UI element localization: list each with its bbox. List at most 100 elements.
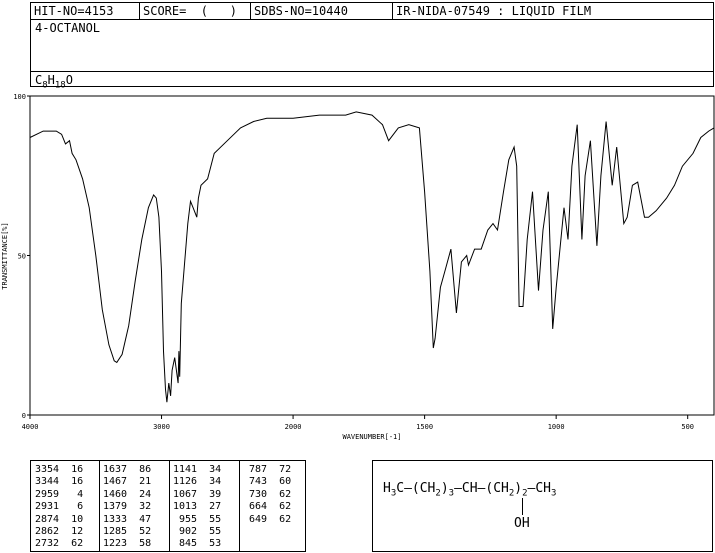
peak-transmittance: 62 <box>267 488 292 500</box>
peak-transmittance: 72 <box>267 464 292 475</box>
peak-row: 2931 6 <box>35 501 83 513</box>
compound-name: 4-OCTANOL <box>35 21 101 35</box>
peak-wavenumber: 1379 <box>103 501 128 513</box>
peak-wavenumber: 787 <box>243 464 268 475</box>
x-tick-label: 1500 <box>416 423 433 431</box>
column-divider <box>99 461 100 551</box>
peak-wavenumber: 1223 <box>103 538 128 550</box>
column-divider <box>239 461 240 551</box>
header-row: HIT-NO=4153 SCORE= ( ) SDBS-NO=10440 IR-… <box>31 3 713 20</box>
peak-transmittance: 34 <box>197 476 222 488</box>
spectrum-line <box>29 111 715 403</box>
peak-transmittance: 32 <box>127 501 152 513</box>
x-tick-label: 1000 <box>548 423 565 431</box>
peak-wavenumber: 1285 <box>103 525 128 537</box>
peak-row: 1223 58 <box>103 538 151 550</box>
peak-wavenumber: 1333 <box>103 513 128 525</box>
peak-row: 2862 12 <box>35 526 83 538</box>
peak-column: 3354 16 3344 16 2959 4 2931 6 2874 10 2862 12… <box>35 464 83 551</box>
peak-wavenumber: 1126 <box>173 476 198 488</box>
peak-table: 3354 16 3344 16 2959 4 2931 6 2874 10 2862 12… <box>30 460 306 552</box>
peak-row: 743 60 <box>243 476 291 488</box>
ir-info: IR-NIDA-07549 : LIQUID FILM <box>396 4 592 18</box>
x-tick-label: 4000 <box>22 423 39 431</box>
structure-box: H3C—(CH2)3—CH—(CH2)2—CH3 OH <box>372 460 713 552</box>
peak-wavenumber: 1467 <box>103 476 128 488</box>
y-tick-label: 50 <box>18 253 26 261</box>
peak-row: 1460 24 <box>103 489 151 501</box>
peak-transmittance: 34 <box>197 464 222 475</box>
peak-row: 845 53 <box>173 538 221 550</box>
peak-wavenumber: 1141 <box>173 464 198 475</box>
peak-transmittance: 27 <box>197 501 222 513</box>
peak-row: 1333 47 <box>103 514 151 526</box>
peak-row: 649 62 <box>243 514 291 526</box>
score: SCORE= ( ) <box>140 3 251 19</box>
peak-wavenumber: 3354 <box>35 464 60 475</box>
column-divider <box>169 461 170 551</box>
peak-row: 1141 34 <box>173 464 221 476</box>
peak-row: 2959 4 <box>35 489 83 501</box>
sdbs-no: SDBS-NO=10440 <box>251 3 393 19</box>
peak-row: 1067 39 <box>173 489 221 501</box>
x-axis: 4000 3000 2000 1500 1000 500 <box>22 415 694 431</box>
peak-row: 3354 16 <box>35 464 83 476</box>
divider <box>31 71 713 72</box>
peak-wavenumber: 2959 <box>35 488 60 500</box>
peak-transmittance: 60 <box>267 476 292 488</box>
peak-row: 2732 62 <box>35 538 83 550</box>
hydroxyl-group: OH <box>514 516 530 531</box>
peak-wavenumber: 1637 <box>103 464 128 475</box>
hit-no: HIT-NO=4153 <box>31 3 140 19</box>
peak-transmittance: 16 <box>59 464 84 475</box>
x-axis-label: WAVENUMBER[-1] <box>342 433 401 441</box>
peak-row: 1285 52 <box>103 526 151 538</box>
peak-row: 1379 32 <box>103 501 151 513</box>
peak-row: 664 62 <box>243 501 291 513</box>
bond-line <box>522 498 523 515</box>
peak-wavenumber: 2931 <box>35 501 60 513</box>
peak-transmittance: 62 <box>267 501 292 513</box>
peak-transmittance: 4 <box>59 488 84 500</box>
peak-wavenumber: 1013 <box>173 501 198 513</box>
molecular-formula: C8H18O <box>35 73 73 91</box>
peak-transmittance: 21 <box>127 476 152 488</box>
peak-row: 1126 34 <box>173 476 221 488</box>
peak-transmittance: 47 <box>127 513 152 525</box>
peak-transmittance: 16 <box>59 476 84 488</box>
peak-row: 1013 27 <box>173 501 221 513</box>
peak-row: 1637 86 <box>103 464 151 476</box>
peak-wavenumber: 730 <box>243 488 268 500</box>
y-tick-label: 100 <box>13 93 26 101</box>
peak-transmittance: 55 <box>197 525 222 537</box>
x-tick-label: 500 <box>681 423 694 431</box>
peak-transmittance: 12 <box>59 525 84 537</box>
peak-row: 2874 10 <box>35 514 83 526</box>
header-box: HIT-NO=4153 SCORE= ( ) SDBS-NO=10440 IR-… <box>30 2 714 91</box>
peak-wavenumber: 2862 <box>35 525 60 537</box>
peak-transmittance: 62 <box>59 538 84 550</box>
peak-wavenumber: 1067 <box>173 488 198 500</box>
peak-column: 1637 86 1467 21 1460 24 1379 32 1333 47 1285 … <box>103 464 151 551</box>
peak-column: 787 72 743 60 730 62 664 62 649 62 <box>243 464 291 526</box>
peak-column: 1141 34 1126 34 1067 39 1013 27 955 55 902 … <box>173 464 221 551</box>
peak-row: 1467 21 <box>103 476 151 488</box>
y-axis-label: TRANSMITTANCE[%] <box>1 222 9 289</box>
structure-formula: H3C—(CH2)3—CH—(CH2)2—CH3 <box>383 481 557 499</box>
peak-wavenumber: 1460 <box>103 488 128 500</box>
peak-wavenumber: 649 <box>243 513 268 525</box>
peak-transmittance: 39 <box>197 488 222 500</box>
peak-transmittance: 55 <box>197 513 222 525</box>
peak-wavenumber: 902 <box>173 525 198 537</box>
plot-frame <box>29 95 715 416</box>
peak-wavenumber: 743 <box>243 476 268 488</box>
peak-wavenumber: 2874 <box>35 513 60 525</box>
y-tick-label: 0 <box>22 412 26 420</box>
ir-spectrum-chart: 0 50 100 4000 3000 2000 1500 1000 500 TRANSMITT… <box>1 93 715 441</box>
peak-wavenumber: 2732 <box>35 538 60 550</box>
peak-wavenumber: 955 <box>173 513 198 525</box>
peak-row: 955 55 <box>173 514 221 526</box>
peak-wavenumber: 664 <box>243 501 268 513</box>
peak-transmittance: 58 <box>127 538 152 550</box>
peak-transmittance: 10 <box>59 513 84 525</box>
